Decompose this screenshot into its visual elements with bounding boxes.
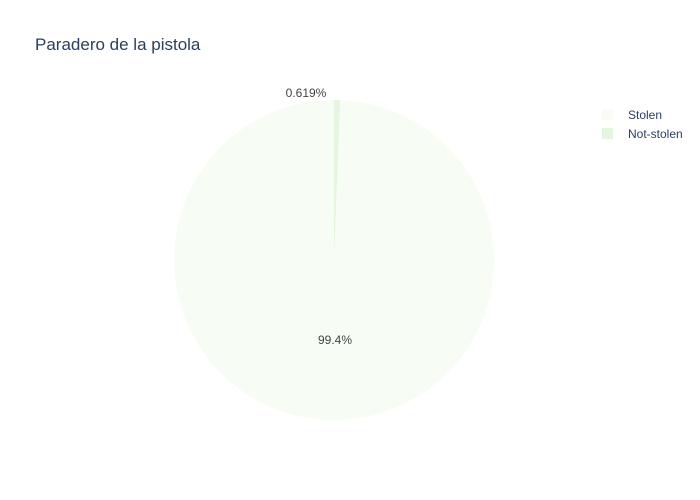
legend-swatch-stolen xyxy=(602,109,613,120)
pie-slices xyxy=(174,100,495,420)
slice-label-stolen: 99.4% xyxy=(318,333,352,347)
legend-item-stolen[interactable]: Stolen xyxy=(602,108,662,122)
pie-slice-labels: 99.4% 0.619% xyxy=(286,86,353,347)
legend-item-not-stolen[interactable]: Not-stolen xyxy=(602,127,683,141)
legend-swatch-not-stolen xyxy=(602,128,613,139)
legend-label-not-stolen: Not-stolen xyxy=(628,127,683,141)
legend[interactable]: Stolen Not-stolen xyxy=(602,108,683,141)
legend-label-stolen: Stolen xyxy=(628,108,662,122)
pie-slice-stolen[interactable] xyxy=(174,100,495,420)
chart-title: Paradero de la pistola xyxy=(35,35,201,54)
pie-slice-not-stolen[interactable] xyxy=(334,100,341,260)
slice-label-not-stolen: 0.619% xyxy=(286,86,327,100)
